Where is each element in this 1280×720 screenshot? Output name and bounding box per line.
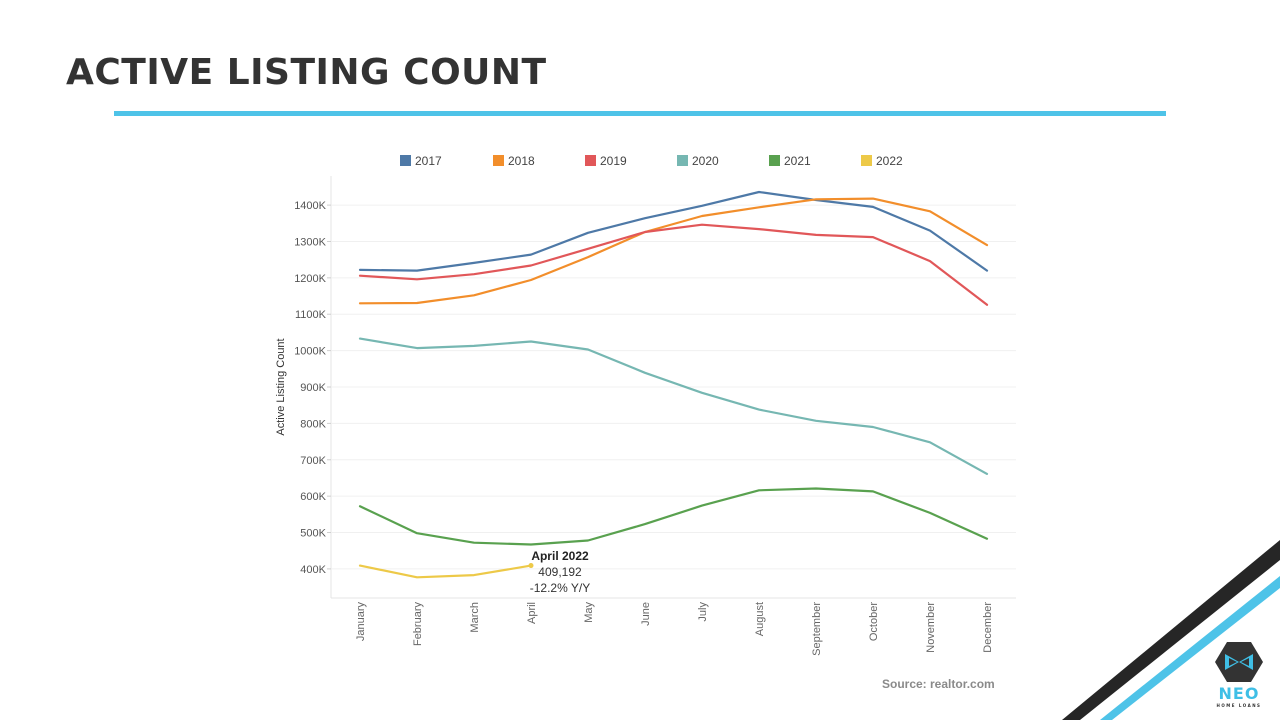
x-tick-label: July xyxy=(697,602,709,622)
series-line-2020 xyxy=(358,337,989,475)
legend-label-2018: 2018 xyxy=(508,154,535,168)
series-line-2017 xyxy=(358,190,989,272)
series-lines xyxy=(358,190,989,579)
x-tick-label: June xyxy=(640,602,652,626)
logo-wordmark: NEO xyxy=(1218,684,1260,703)
legend-swatch-2019 xyxy=(585,155,596,166)
y-tick-label: 900K xyxy=(300,382,326,394)
source-note: Source: realtor.com xyxy=(882,677,995,691)
neo-logo: NEO HOME LOANS xyxy=(1206,640,1272,720)
page-title: ACTIVE LISTING COUNT xyxy=(66,52,547,93)
dark-stripe xyxy=(1062,540,1280,720)
legend-swatch-2020 xyxy=(677,155,688,166)
x-tick-label: December xyxy=(982,602,994,653)
annotation-point xyxy=(528,563,534,569)
legend-swatch-2018 xyxy=(493,155,504,166)
y-tick-label: 1000K xyxy=(294,346,326,358)
legend-label-2020: 2020 xyxy=(692,154,719,168)
series-line-2019 xyxy=(358,223,989,306)
legend-label-2019: 2019 xyxy=(600,154,627,168)
y-tick-label: 600K xyxy=(300,491,326,503)
x-tick-label: May xyxy=(583,602,595,623)
x-tick-label: September xyxy=(811,602,823,656)
legend-swatch-2017 xyxy=(400,155,411,166)
legend-label-2017: 2017 xyxy=(415,154,442,168)
x-tick-label: February xyxy=(412,602,424,647)
x-tick-label: January xyxy=(355,602,367,642)
legend-swatch-2021 xyxy=(769,155,780,166)
legend-swatch-2022 xyxy=(861,155,872,166)
legend-label-2021: 2021 xyxy=(784,154,811,168)
y-tick-label: 1200K xyxy=(294,273,326,285)
legend-label-2022: 2022 xyxy=(876,154,903,168)
chart-legend: 2017 2018 2019 2020 2021 2022 xyxy=(400,154,903,168)
y-axis-label: Active Listing Count xyxy=(275,338,287,435)
x-tick-label: October xyxy=(868,602,880,641)
neo-bowtie-logo-icon xyxy=(1215,642,1263,682)
x-tick-label: March xyxy=(469,602,481,633)
x-tick-label: August xyxy=(754,602,766,636)
annotation-title: April 2022 xyxy=(531,549,589,563)
series-line-2018 xyxy=(358,197,989,305)
title-underline xyxy=(114,111,1166,116)
blue-stripe xyxy=(1100,576,1280,720)
y-tick-label: 1400K xyxy=(294,200,326,212)
y-tick-label: 500K xyxy=(300,528,326,540)
y-axis-ticks: 400K 500K 600K 700K 800K 900K 1000K 1100K 1200K 1… xyxy=(294,200,326,576)
y-tick-label: 400K xyxy=(300,564,326,576)
y-tick-label: 1100K xyxy=(295,309,327,321)
x-axis-ticks: January February March April May June July Augu… xyxy=(355,602,994,656)
series-line-2021 xyxy=(358,487,989,546)
annotation-value: 409,192 xyxy=(538,565,582,579)
annotation-change: -12.2% Y/Y xyxy=(530,581,590,595)
x-tick-label: April xyxy=(526,602,538,624)
logo-subtitle: HOME LOANS xyxy=(1216,703,1262,708)
y-tick-label: 700K xyxy=(300,455,326,467)
series-line-2022 xyxy=(358,564,533,579)
chart-annotation: April 2022 409,192 -12.2% Y/Y xyxy=(528,549,590,595)
y-tick-label: 1300K xyxy=(294,236,326,248)
y-tick-label: 800K xyxy=(300,418,326,430)
x-tick-label: November xyxy=(925,602,937,653)
